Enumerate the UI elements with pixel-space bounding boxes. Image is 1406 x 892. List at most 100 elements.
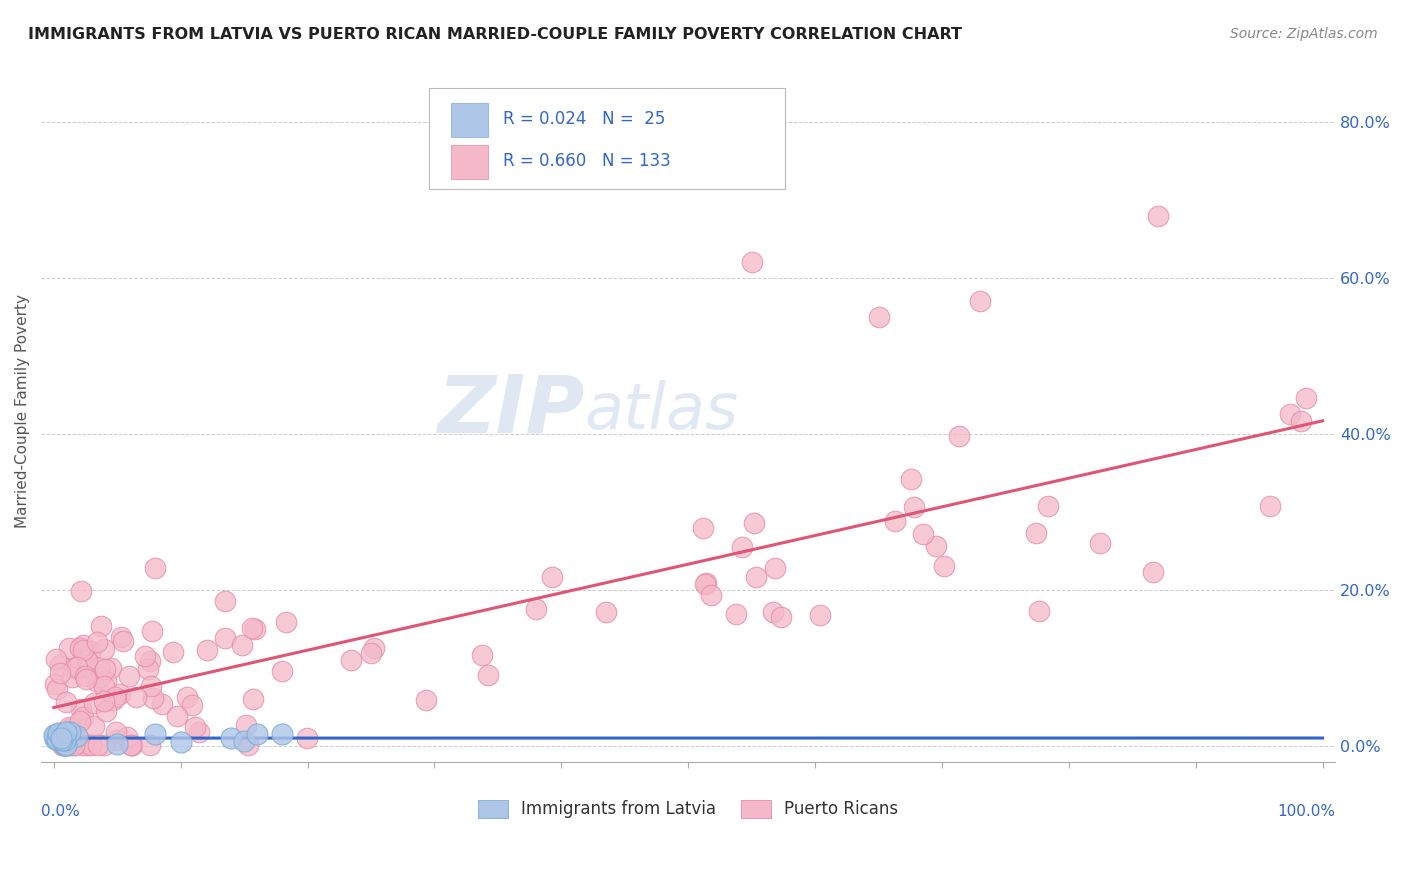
Point [73, 669, 96, 683]
Point [541, 570, 564, 584]
Point [89, 670, 111, 684]
Point [51, 733, 73, 747]
Legend: Immigrants from Latvia, Puerto Ricans: Immigrants from Latvia, Puerto Ricans [471, 793, 905, 825]
Point [70, 702, 93, 716]
Point [46, 682, 69, 697]
Point [105, 732, 128, 747]
Point [1146, 209, 1168, 223]
Point [104, 690, 127, 704]
Point [121, 739, 143, 753]
Point [83, 696, 105, 710]
Text: ZIP: ZIP [437, 372, 585, 450]
Point [1025, 526, 1047, 541]
Point [90, 619, 112, 633]
Point [80, 739, 103, 753]
Point [63, 727, 86, 741]
Point [46, 731, 69, 746]
Text: 100.0%: 100.0% [1277, 804, 1336, 819]
FancyBboxPatch shape [451, 103, 488, 136]
Point [112, 634, 135, 648]
Point [134, 648, 156, 663]
Text: 0.0%: 0.0% [41, 804, 80, 819]
Point [868, 310, 890, 324]
Point [415, 693, 437, 707]
Point [724, 607, 747, 621]
Point [105, 737, 128, 751]
Point [48, 728, 70, 742]
Point [42, 728, 65, 742]
Point [233, 734, 256, 748]
Text: R = 0.660   N = 133: R = 0.660 N = 133 [503, 153, 671, 170]
FancyBboxPatch shape [451, 145, 488, 179]
Point [170, 735, 193, 749]
Point [120, 739, 142, 753]
Point [72, 710, 94, 724]
Point [53, 738, 76, 752]
Point [58, 641, 80, 656]
Point [94, 662, 117, 676]
Point [214, 631, 236, 645]
Point [83, 718, 105, 732]
Point [136, 661, 159, 675]
Point [49, 727, 72, 741]
Point [742, 516, 765, 531]
Point [53, 733, 76, 747]
Text: atlas: atlas [585, 380, 740, 442]
Point [66, 730, 89, 744]
Point [595, 605, 617, 619]
Point [69, 584, 91, 599]
Point [93, 694, 115, 708]
Point [44, 677, 66, 691]
Point [84, 673, 107, 688]
Point [214, 594, 236, 608]
Point [55, 725, 77, 739]
Point [912, 526, 935, 541]
Point [524, 602, 547, 616]
Point [46, 726, 69, 740]
Point [162, 645, 184, 659]
Point [925, 539, 948, 553]
Point [176, 690, 198, 704]
Point [276, 615, 298, 630]
Point [55, 738, 77, 752]
Point [1028, 604, 1050, 618]
Point [69, 714, 91, 729]
Point [195, 643, 218, 657]
Point [181, 698, 204, 713]
Point [1289, 414, 1312, 428]
Point [76, 652, 98, 666]
Point [1295, 391, 1317, 405]
Point [884, 514, 907, 528]
Point [731, 540, 754, 554]
Point [60, 722, 83, 736]
Point [89, 660, 111, 674]
Point [270, 664, 292, 678]
Point [72, 638, 94, 652]
Point [55, 695, 77, 709]
Point [762, 605, 785, 619]
Point [100, 661, 122, 675]
Point [235, 717, 257, 731]
Point [471, 648, 494, 663]
Point [48, 657, 70, 672]
Point [741, 255, 763, 269]
Point [969, 294, 991, 309]
Point [59, 725, 82, 739]
Point [166, 709, 188, 723]
Point [187, 724, 209, 739]
Point [242, 692, 264, 706]
Text: Source: ZipAtlas.com: Source: ZipAtlas.com [1230, 27, 1378, 41]
Point [58, 739, 80, 753]
Point [44, 731, 66, 746]
Point [101, 693, 124, 707]
Point [76, 739, 98, 753]
Point [150, 698, 173, 712]
Point [93, 739, 115, 753]
Point [692, 521, 714, 535]
Point [79, 644, 101, 658]
Point [45, 651, 67, 665]
Y-axis label: Married-Couple Family Poverty: Married-Couple Family Poverty [15, 293, 30, 528]
Point [63, 739, 86, 753]
Point [360, 646, 382, 660]
Point [53, 739, 76, 753]
